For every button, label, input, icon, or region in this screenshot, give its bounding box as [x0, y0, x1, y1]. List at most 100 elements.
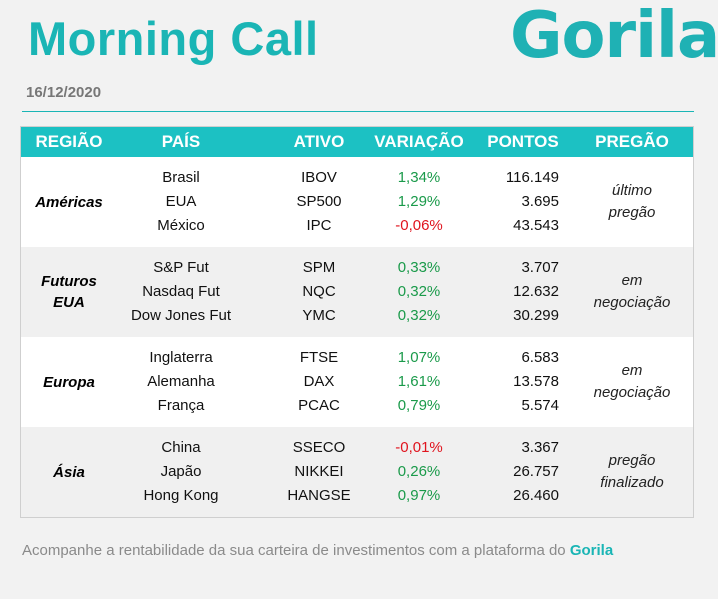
session-status-line: negociação: [593, 384, 671, 401]
footer-brand-link[interactable]: Gorila: [569, 542, 614, 559]
column-header-ativo: ATIVO: [293, 132, 345, 151]
variation-cell: 1,61%: [397, 373, 441, 390]
points-cell: 26.460: [513, 487, 559, 504]
session-status-line: pregão: [608, 452, 656, 469]
points-cell: 3.367: [521, 439, 559, 456]
country-cell: S&P Fut: [153, 259, 209, 276]
region-group: Futuros EUA S&P Fut SPM 0,33% 3.707 Nasdaq Fut…: [21, 247, 693, 337]
variation-cell: 0,79%: [397, 397, 441, 414]
region-label: Ásia: [21, 427, 117, 517]
asset-cell: SP500: [296, 193, 342, 210]
country-cell: Nasdaq Fut: [142, 283, 220, 300]
country-cell: Japão: [160, 463, 202, 480]
country-cell: México: [157, 217, 205, 234]
asset-cell: IPC: [306, 217, 332, 234]
table-row: Brasil IBOV 1,34% 116.149: [21, 166, 693, 190]
region-label-line: Futuros: [41, 273, 97, 290]
points-cell: 116.149: [505, 169, 559, 186]
session-status-line: último: [611, 182, 652, 199]
session-status-line: em: [621, 362, 643, 379]
variation-cell: 1,34%: [397, 169, 441, 186]
country-cell: Alemanha: [147, 373, 215, 390]
table-row: S&P Fut SPM 0,33% 3.707: [21, 256, 693, 280]
region-label-line: EUA: [53, 294, 85, 311]
session-status: em negociação: [577, 247, 687, 337]
variation-cell: -0,01%: [395, 439, 443, 456]
table-row: Nasdaq Fut NQC 0,32% 12.632: [21, 280, 693, 304]
region-label: Europa: [21, 337, 117, 427]
points-cell: 26.757: [513, 463, 559, 480]
market-table: REGIÃO PAÍS ATIVO VARIAÇÃO PONTOS PREGÃO…: [20, 126, 694, 518]
column-header-pregao: PREGÃO: [595, 132, 669, 151]
asset-cell: IBOV: [301, 169, 337, 186]
table-row: Hong Kong HANGSE 0,97% 26.460: [21, 484, 693, 508]
session-status: em negociação: [577, 337, 687, 427]
points-cell: 43.543: [513, 217, 559, 234]
footer-text: Acompanhe a rentabilidade da sua carteir…: [22, 542, 566, 559]
column-header-regiao: REGIÃO: [35, 132, 103, 151]
region-label: Américas: [21, 157, 117, 247]
report-date: 16/12/2020: [26, 84, 102, 101]
session-status-line: negociação: [593, 294, 671, 311]
table-row: Dow Jones Fut YMC 0,32% 30.299: [21, 304, 693, 328]
variation-cell: 0,32%: [397, 283, 441, 300]
session-status-line: finalizado: [600, 474, 664, 491]
column-header-variacao: VARIAÇÃO: [374, 132, 464, 151]
gorila-logo: Gorila: [510, 0, 718, 73]
region-label-line: Ásia: [53, 463, 85, 481]
asset-cell: PCAC: [298, 397, 340, 414]
session-status-line: pregão: [608, 204, 656, 221]
country-cell: Dow Jones Fut: [130, 307, 232, 324]
column-header-pontos: PONTOS: [487, 132, 559, 151]
table-row: EUA SP500 1,29% 3.695: [21, 190, 693, 214]
session-status: pregão finalizado: [577, 427, 687, 517]
asset-cell: SPM: [302, 259, 336, 276]
table-row: Japão NIKKEI 0,26% 26.757: [21, 460, 693, 484]
table-row: México IPC -0,06% 43.543: [21, 214, 693, 238]
region-label-line: Américas: [35, 193, 103, 211]
table-row: França PCAC 0,79% 5.574: [21, 394, 693, 418]
page-title: Morning Call: [28, 12, 319, 65]
region-label-line: Europa: [43, 373, 95, 391]
asset-cell: HANGSE: [287, 487, 351, 504]
region-label: Futuros EUA: [21, 247, 117, 337]
points-cell: 13.578: [513, 373, 559, 390]
variation-cell: 0,33%: [397, 259, 441, 276]
asset-cell: FTSE: [299, 349, 339, 366]
session-status: último pregão: [577, 157, 687, 247]
points-cell: 3.695: [521, 193, 559, 210]
asset-cell: NQC: [302, 283, 336, 300]
table-row: China SSECO -0,01% 3.367: [21, 436, 693, 460]
points-cell: 12.632: [513, 283, 559, 300]
session-status-line: em: [621, 272, 643, 289]
asset-cell: DAX: [303, 373, 335, 390]
table-header: REGIÃO PAÍS ATIVO VARIAÇÃO PONTOS PREGÃO: [21, 127, 693, 157]
column-header-pais: PAÍS: [161, 132, 201, 151]
country-cell: Inglaterra: [149, 349, 213, 366]
variation-cell: 0,97%: [397, 487, 441, 504]
country-cell: EUA: [165, 193, 197, 210]
asset-cell: YMC: [302, 307, 336, 324]
table-row: Inglaterra FTSE 1,07% 6.583: [21, 346, 693, 370]
variation-cell: 0,32%: [397, 307, 441, 324]
variation-cell: 1,29%: [397, 193, 441, 210]
points-cell: 30.299: [513, 307, 559, 324]
asset-cell: NIKKEI: [294, 463, 344, 480]
region-group: Europa Inglaterra FTSE 1,07% 6.583 Alemanha DA…: [21, 337, 693, 427]
table-row: Alemanha DAX 1,61% 13.578: [21, 370, 693, 394]
country-cell: China: [161, 439, 201, 456]
region-group: Ásia China SSECO -0,01% 3.367 Japão NIKKEI 0,26…: [21, 427, 693, 517]
points-cell: 5.574: [521, 397, 559, 414]
variation-cell: 1,07%: [397, 349, 441, 366]
points-cell: 3.707: [521, 259, 559, 276]
country-cell: Brasil: [162, 169, 200, 186]
country-cell: Hong Kong: [143, 487, 219, 504]
variation-cell: 0,26%: [397, 463, 441, 480]
variation-cell: -0,06%: [395, 217, 443, 234]
asset-cell: SSECO: [292, 439, 346, 456]
points-cell: 6.583: [521, 349, 559, 366]
header-divider: [22, 111, 694, 112]
country-cell: França: [157, 397, 205, 414]
footer-note: Acompanhe a rentabilidade da sua carteir…: [22, 542, 712, 559]
region-group: Américas Brasil IBOV 1,34% 116.149 EUA SP500 1,…: [21, 157, 693, 247]
